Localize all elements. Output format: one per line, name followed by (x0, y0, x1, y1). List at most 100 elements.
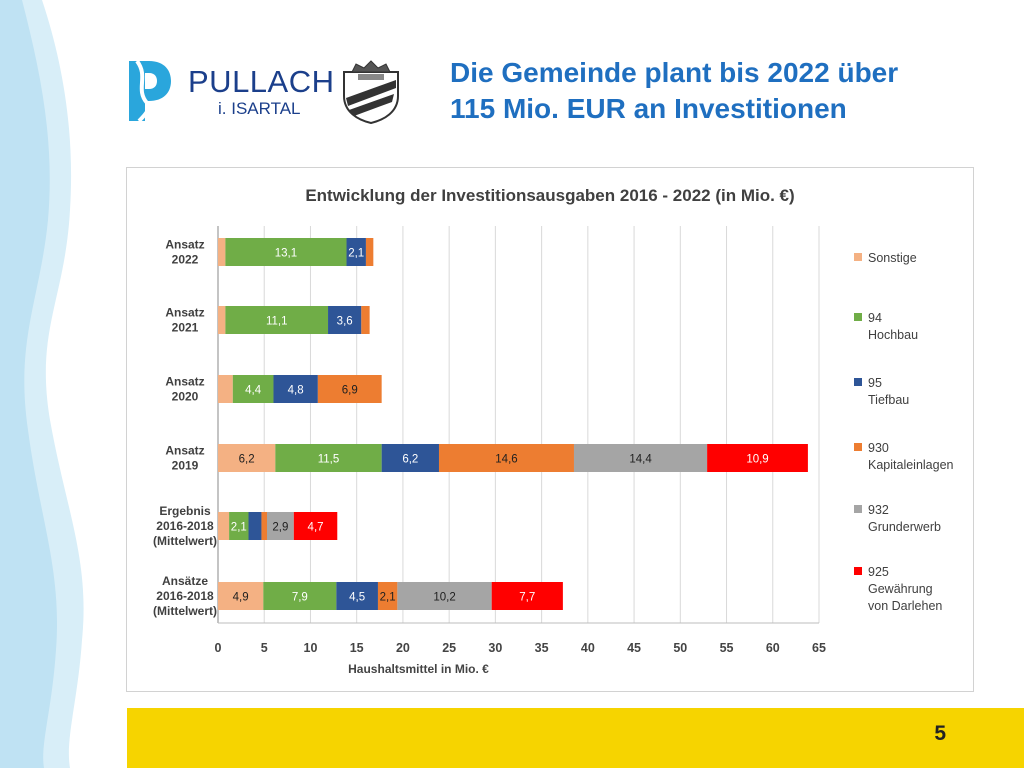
bar-segment (377, 582, 398, 610)
footer-band: 5 (127, 708, 1024, 768)
x-tick-label: 20 (396, 641, 410, 655)
bar-segment (328, 306, 362, 334)
bar-segment (218, 512, 230, 540)
category-label: Ergebnis (159, 504, 211, 518)
legend-label: Grunderwerb (868, 520, 941, 534)
x-tick-label: 0 (215, 641, 222, 655)
data-label: 4,8 (288, 385, 304, 397)
brand-name: PULLACH (188, 64, 335, 99)
bar-segment (229, 512, 249, 540)
headline-line-1: Die Gemeinde plant bis 2022 über (450, 57, 899, 88)
data-label: 4,4 (245, 385, 262, 397)
data-label: 3,6 (337, 316, 353, 328)
category-label: Ansätze (162, 574, 208, 588)
category-label: Ansatz (165, 444, 204, 458)
x-tick-label: 45 (627, 641, 641, 655)
headline: Die Gemeinde plant bis 2022 über 115 Mio… (450, 55, 1010, 127)
brand-wordmark: PULLACH i. ISARTAL (188, 66, 335, 120)
bar-segment (346, 238, 366, 266)
legend-label: 925 (868, 565, 889, 579)
x-tick-label: 40 (581, 641, 595, 655)
legend-label: 932 (868, 503, 889, 517)
legend-swatch (854, 443, 862, 451)
bar-segment (365, 238, 374, 266)
bar-segment (573, 444, 708, 472)
bar-segment (707, 444, 808, 472)
data-label: 4,5 (349, 592, 365, 604)
data-label: 10,9 (746, 454, 768, 466)
headline-line-2: 115 Mio. EUR an Investitionen (450, 93, 847, 124)
bar-segment (273, 375, 318, 403)
legend-label: von Darlehen (868, 599, 942, 613)
data-label: 6,2 (239, 454, 255, 466)
bar-segment (248, 512, 262, 540)
chart-container: Entwicklung der Investitionsausgaben 201… (126, 167, 974, 692)
legend-label: Hochbau (868, 328, 918, 342)
legend-swatch (854, 567, 862, 575)
bar-segment (232, 375, 274, 403)
data-label: 2,9 (272, 522, 288, 534)
investment-chart: Entwicklung der Investitionsausgaben 201… (153, 186, 954, 676)
data-label: 6,2 (402, 454, 418, 466)
legend-label: 930 (868, 441, 889, 455)
bar-segment (225, 238, 347, 266)
data-label: 4,9 (233, 592, 249, 604)
bar-segment (317, 375, 382, 403)
data-label: 10,2 (433, 592, 455, 604)
x-axis-label: Haushaltsmittel in Mio. € (348, 662, 489, 676)
data-label: 2,1 (348, 248, 364, 260)
x-tick-label: 60 (766, 641, 780, 655)
brand-subtitle: i. ISARTAL (218, 99, 301, 118)
category-label: 2020 (172, 390, 199, 404)
pullach-logo-icon (129, 59, 171, 123)
bar-segment (261, 512, 268, 540)
page-number: 5 (934, 722, 946, 745)
bar-segment (218, 375, 233, 403)
category-label: 2019 (172, 459, 199, 473)
x-tick-label: 35 (535, 641, 549, 655)
data-label: 14,4 (629, 454, 652, 466)
bar-segment (263, 582, 337, 610)
data-label: 6,9 (342, 385, 358, 397)
legend-label: 95 (868, 376, 882, 390)
coat-of-arms-icon (343, 60, 399, 124)
category-label: (Mittelwert) (153, 534, 217, 548)
bar-segment (218, 306, 226, 334)
bar-segment (491, 582, 563, 610)
bar-segment (397, 582, 492, 610)
data-label: 7,9 (292, 592, 308, 604)
legend-label: Sonstige (868, 251, 917, 265)
bar-segment (293, 512, 338, 540)
legend-swatch (854, 378, 862, 386)
x-tick-label: 65 (812, 641, 826, 655)
category-label: Ansatz (165, 238, 204, 252)
x-tick-label: 15 (350, 641, 364, 655)
legend-swatch (854, 313, 862, 321)
category-label: Ansatz (165, 306, 204, 320)
category-label: Ansatz (165, 375, 204, 389)
category-label: (Mittelwert) (153, 604, 217, 618)
legend-label: 94 (868, 311, 882, 325)
bar-segment (361, 306, 370, 334)
x-tick-label: 30 (488, 641, 502, 655)
legend-label: Kapitaleinlagen (868, 458, 954, 472)
bar-segment (438, 444, 574, 472)
legend-label: Tiefbau (868, 393, 909, 407)
category-label: 2016-2018 (156, 519, 214, 533)
x-tick-label: 5 (261, 641, 268, 655)
legend-swatch (854, 505, 862, 513)
data-label: 14,6 (495, 454, 517, 466)
decorative-wave (0, 0, 84, 768)
bar-segment (336, 582, 378, 610)
bar-segment (218, 238, 226, 266)
category-label: 2016-2018 (156, 589, 214, 603)
data-label: 13,1 (275, 248, 297, 260)
category-label: 2021 (172, 321, 199, 335)
bar-segment (218, 582, 264, 610)
bar-segment (218, 444, 276, 472)
bar-segment (225, 306, 329, 334)
x-tick-label: 10 (304, 641, 318, 655)
legend-label: Gewährung (868, 582, 933, 596)
x-tick-label: 25 (442, 641, 456, 655)
data-label: 2,1 (231, 522, 247, 534)
